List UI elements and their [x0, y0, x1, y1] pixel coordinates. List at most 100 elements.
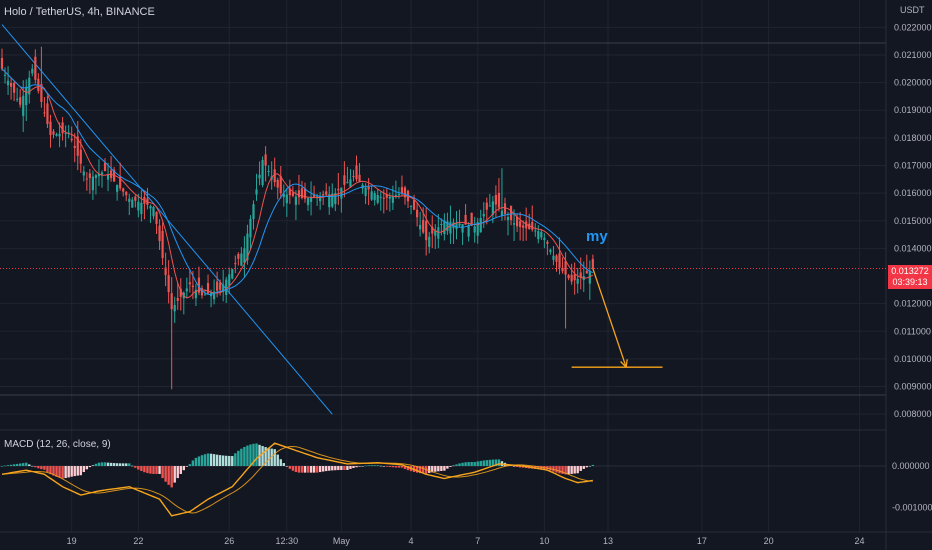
macd-histogram-bar — [249, 444, 252, 467]
macd-histogram-bar — [218, 455, 222, 467]
macd-histogram-bar — [458, 463, 461, 467]
price-tick-label: 0.016000 — [894, 188, 932, 198]
macd-histogram-bar — [170, 466, 173, 488]
macd-histogram-bar — [28, 464, 31, 467]
macd-histogram-bar — [512, 466, 516, 467]
candle-body — [279, 176, 282, 194]
macd-histogram-bar — [364, 465, 367, 467]
candle-body — [40, 84, 43, 102]
candle-body — [297, 190, 301, 198]
macd-histogram-bar — [100, 462, 104, 467]
candle-body — [458, 223, 461, 226]
candle-body — [49, 121, 52, 136]
time-tick-label: 22 — [133, 536, 143, 546]
price-tick-label: 0.019000 — [894, 105, 932, 115]
macd-histogram-bar — [146, 466, 149, 474]
candle-body — [46, 103, 49, 125]
macd-histogram-bar — [91, 465, 95, 467]
macd-histogram-bar — [470, 462, 473, 467]
candle-body — [555, 255, 558, 262]
candle-body — [455, 222, 458, 229]
candle-body — [64, 132, 67, 134]
candle-body — [328, 194, 331, 208]
candle-body — [549, 249, 552, 252]
unit-badge[interactable]: USDT — [900, 5, 925, 15]
macd-histogram-bar — [206, 453, 210, 467]
candle-body — [358, 174, 361, 183]
macd-histogram-bar — [373, 465, 376, 467]
macd-histogram-bar — [446, 466, 449, 469]
candles-layer — [0, 46, 594, 390]
macd-histogram-bar — [115, 463, 119, 467]
candle-body — [88, 173, 91, 178]
macd-histogram-bar — [261, 446, 264, 467]
candle-body — [285, 194, 288, 204]
candle-body — [531, 221, 534, 230]
candle-body — [352, 176, 355, 178]
macd-histogram-bar — [403, 466, 407, 469]
macd-histogram-bar — [37, 466, 40, 469]
macd-histogram-bar — [297, 466, 301, 473]
candle-body — [497, 192, 501, 208]
arrow-head-0 — [625, 359, 628, 368]
candle-body — [76, 136, 79, 156]
macd-histogram-bar — [31, 465, 34, 467]
macd-histogram-bar — [85, 466, 89, 470]
candle-body — [234, 263, 237, 265]
macd-histogram-bar — [109, 462, 113, 467]
macd-histogram-bar — [515, 466, 519, 467]
macd-histogram-bar — [394, 466, 398, 468]
candle-body — [100, 172, 104, 175]
macd-histogram-bar — [561, 466, 564, 474]
candle-body — [552, 255, 555, 260]
macd-histogram-bar — [434, 466, 437, 472]
macd-histogram-bar — [70, 466, 73, 477]
macd-histogram-bar — [34, 466, 37, 468]
macd-signal-line — [1, 445, 593, 514]
macd-histogram-bar — [191, 460, 195, 467]
macd-histogram-bar — [482, 460, 485, 467]
axes-layer: 0.022000 0.021000 0.020000 0.019000 0.018000… — [67, 22, 932, 546]
price-tick-label: 0.022000 — [894, 22, 932, 32]
macd-histogram-bar — [18, 463, 22, 467]
annotation-text[interactable]: my — [586, 228, 608, 245]
candle-body — [206, 283, 210, 294]
candle-body — [6, 80, 10, 86]
price-tick-label: 0.021000 — [894, 50, 932, 60]
macd-histogram-bar — [567, 466, 570, 475]
candle-body — [303, 188, 307, 199]
target-arrow-layer — [571, 268, 663, 368]
macd-histogram-bar — [537, 466, 540, 470]
macd-histogram-bar — [343, 466, 346, 470]
candle-body — [194, 289, 198, 299]
candle-body — [503, 203, 507, 214]
price-tick-label: 0.015000 — [894, 216, 932, 226]
macd-histogram-bar — [9, 464, 13, 467]
candle-body — [243, 248, 246, 263]
macd-histogram-bar — [203, 454, 207, 467]
candle-body — [397, 194, 401, 196]
macd-histogram-bar — [237, 450, 240, 467]
macd-histogram-bar — [188, 464, 192, 467]
macd-histogram-bar — [467, 462, 470, 467]
candle-body — [122, 188, 125, 192]
macd-histogram-bar — [276, 454, 279, 467]
macd-histogram-bar — [337, 466, 340, 471]
time-tick-label: 10 — [539, 536, 549, 546]
macd-histogram-bar — [58, 466, 61, 478]
macd-histogram-bar — [570, 466, 573, 474]
candle-body — [52, 131, 55, 135]
macd-histogram-bar — [140, 466, 143, 472]
macd-title[interactable]: MACD (12, 26, close, 9) — [4, 439, 111, 450]
macd-histogram-bar — [385, 466, 389, 467]
macd-line — [1, 442, 593, 517]
macd-histogram-bar — [518, 466, 522, 468]
candle-body — [173, 305, 176, 312]
price-tick-label: 0.009000 — [894, 382, 932, 392]
candle-body — [176, 297, 179, 301]
macd-histogram-bar — [279, 459, 282, 467]
macd-histogram-bar — [155, 466, 158, 474]
macd-histogram-bar — [240, 448, 243, 467]
symbol-title[interactable]: Holo / TetherUS, 4h, BINANCE — [4, 6, 155, 18]
